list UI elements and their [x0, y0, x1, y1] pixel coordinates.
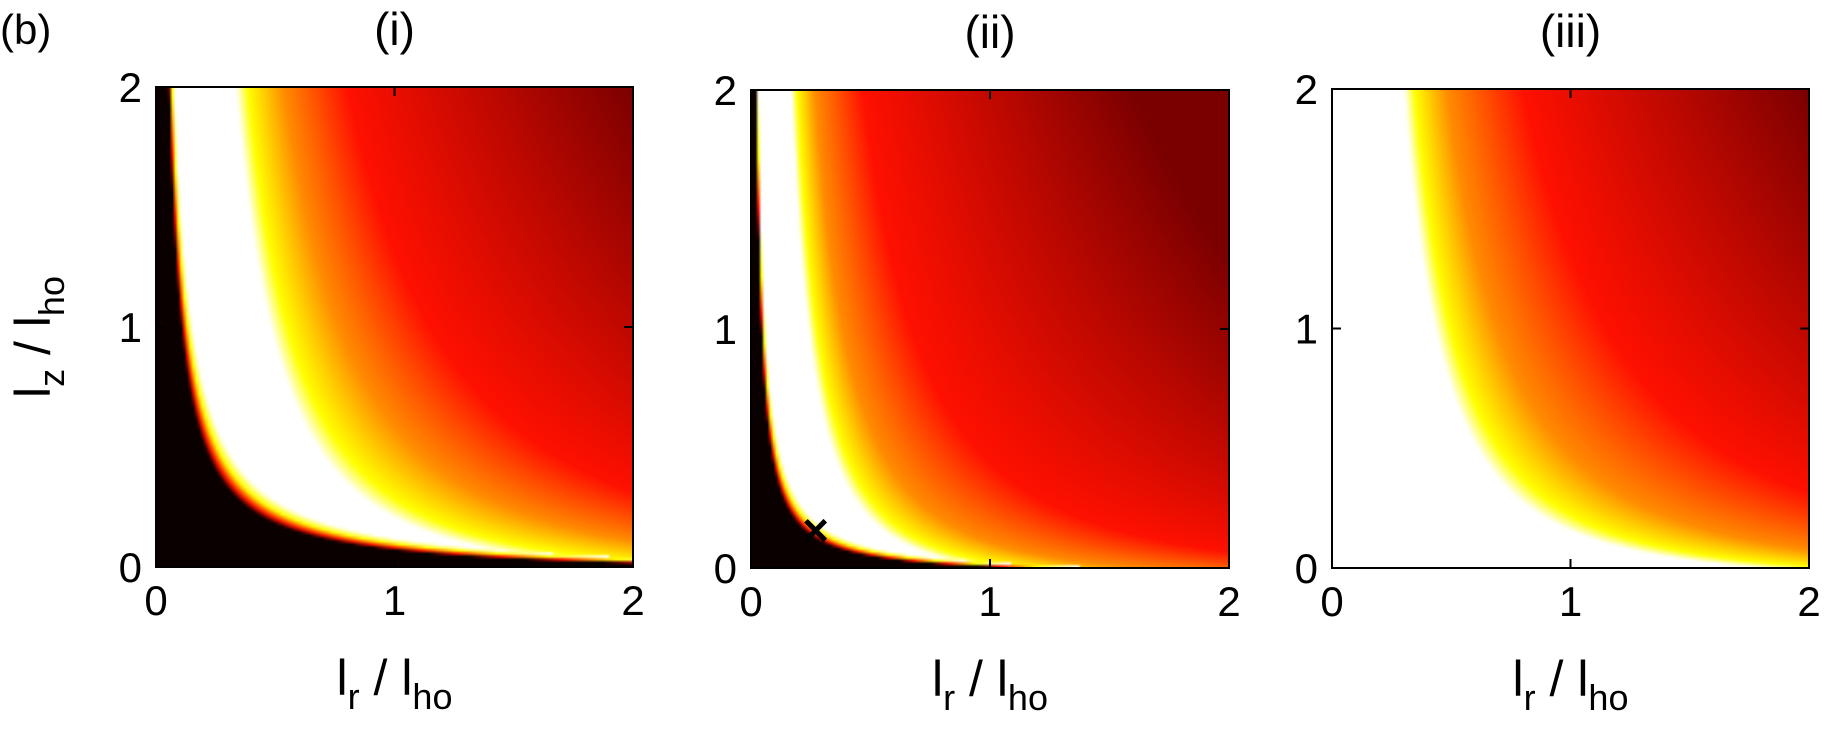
y-tick-label: 0	[714, 545, 737, 592]
panel-1: (i) 0 1 2 0 1 2 lr / lho lz / lho	[5, 3, 645, 717]
y-tick-label: 2	[1295, 66, 1318, 113]
x-tick-label: 0	[1320, 578, 1343, 625]
x-tick-label: 0	[739, 578, 762, 625]
panel-title: (i)	[374, 3, 415, 55]
y-tick-label: 1	[119, 304, 142, 351]
x-tick-label: 1	[978, 578, 1001, 625]
x-axis-label: lr / lho	[932, 651, 1048, 718]
figure-label: (b)	[0, 6, 51, 53]
panels: (i) 0 1 2 0 1 2 lr / lho lz / lho (ii) 0 1 2 0 1 2 lr / …	[5, 3, 1821, 718]
y-tick-label: 2	[714, 67, 737, 114]
y-tick-label: 1	[1295, 306, 1318, 353]
y-tick-label: 0	[1295, 545, 1318, 592]
heatmap-raster	[156, 87, 633, 567]
y-tick-label: 0	[119, 544, 142, 591]
x-axis-label: lr / lho	[1513, 651, 1629, 718]
x-tick-label: 1	[1559, 578, 1582, 625]
y-axis-label: lz / lho	[5, 276, 72, 398]
x-axis-label: lr / lho	[337, 650, 453, 717]
panel-title: (ii)	[964, 6, 1015, 58]
y-tick-label: 2	[119, 64, 142, 111]
x-tick-label: 1	[383, 577, 406, 624]
panel-title: (iii)	[1540, 5, 1601, 57]
x-tick-label: 0	[144, 577, 167, 624]
panel-3: (iii) 0 1 2 0 1 2 lr / lho	[1295, 5, 1821, 718]
heatmap-raster	[751, 90, 1229, 568]
y-tick-label: 1	[714, 306, 737, 353]
point-marker: ×	[802, 504, 829, 556]
x-tick-label: 2	[1217, 578, 1240, 625]
x-tick-label: 2	[621, 577, 644, 624]
x-tick-label: 2	[1797, 578, 1820, 625]
panel-2: (ii) 0 1 2 0 1 2 lr / lho ×	[714, 6, 1241, 718]
heatmap-raster	[1332, 89, 1809, 568]
